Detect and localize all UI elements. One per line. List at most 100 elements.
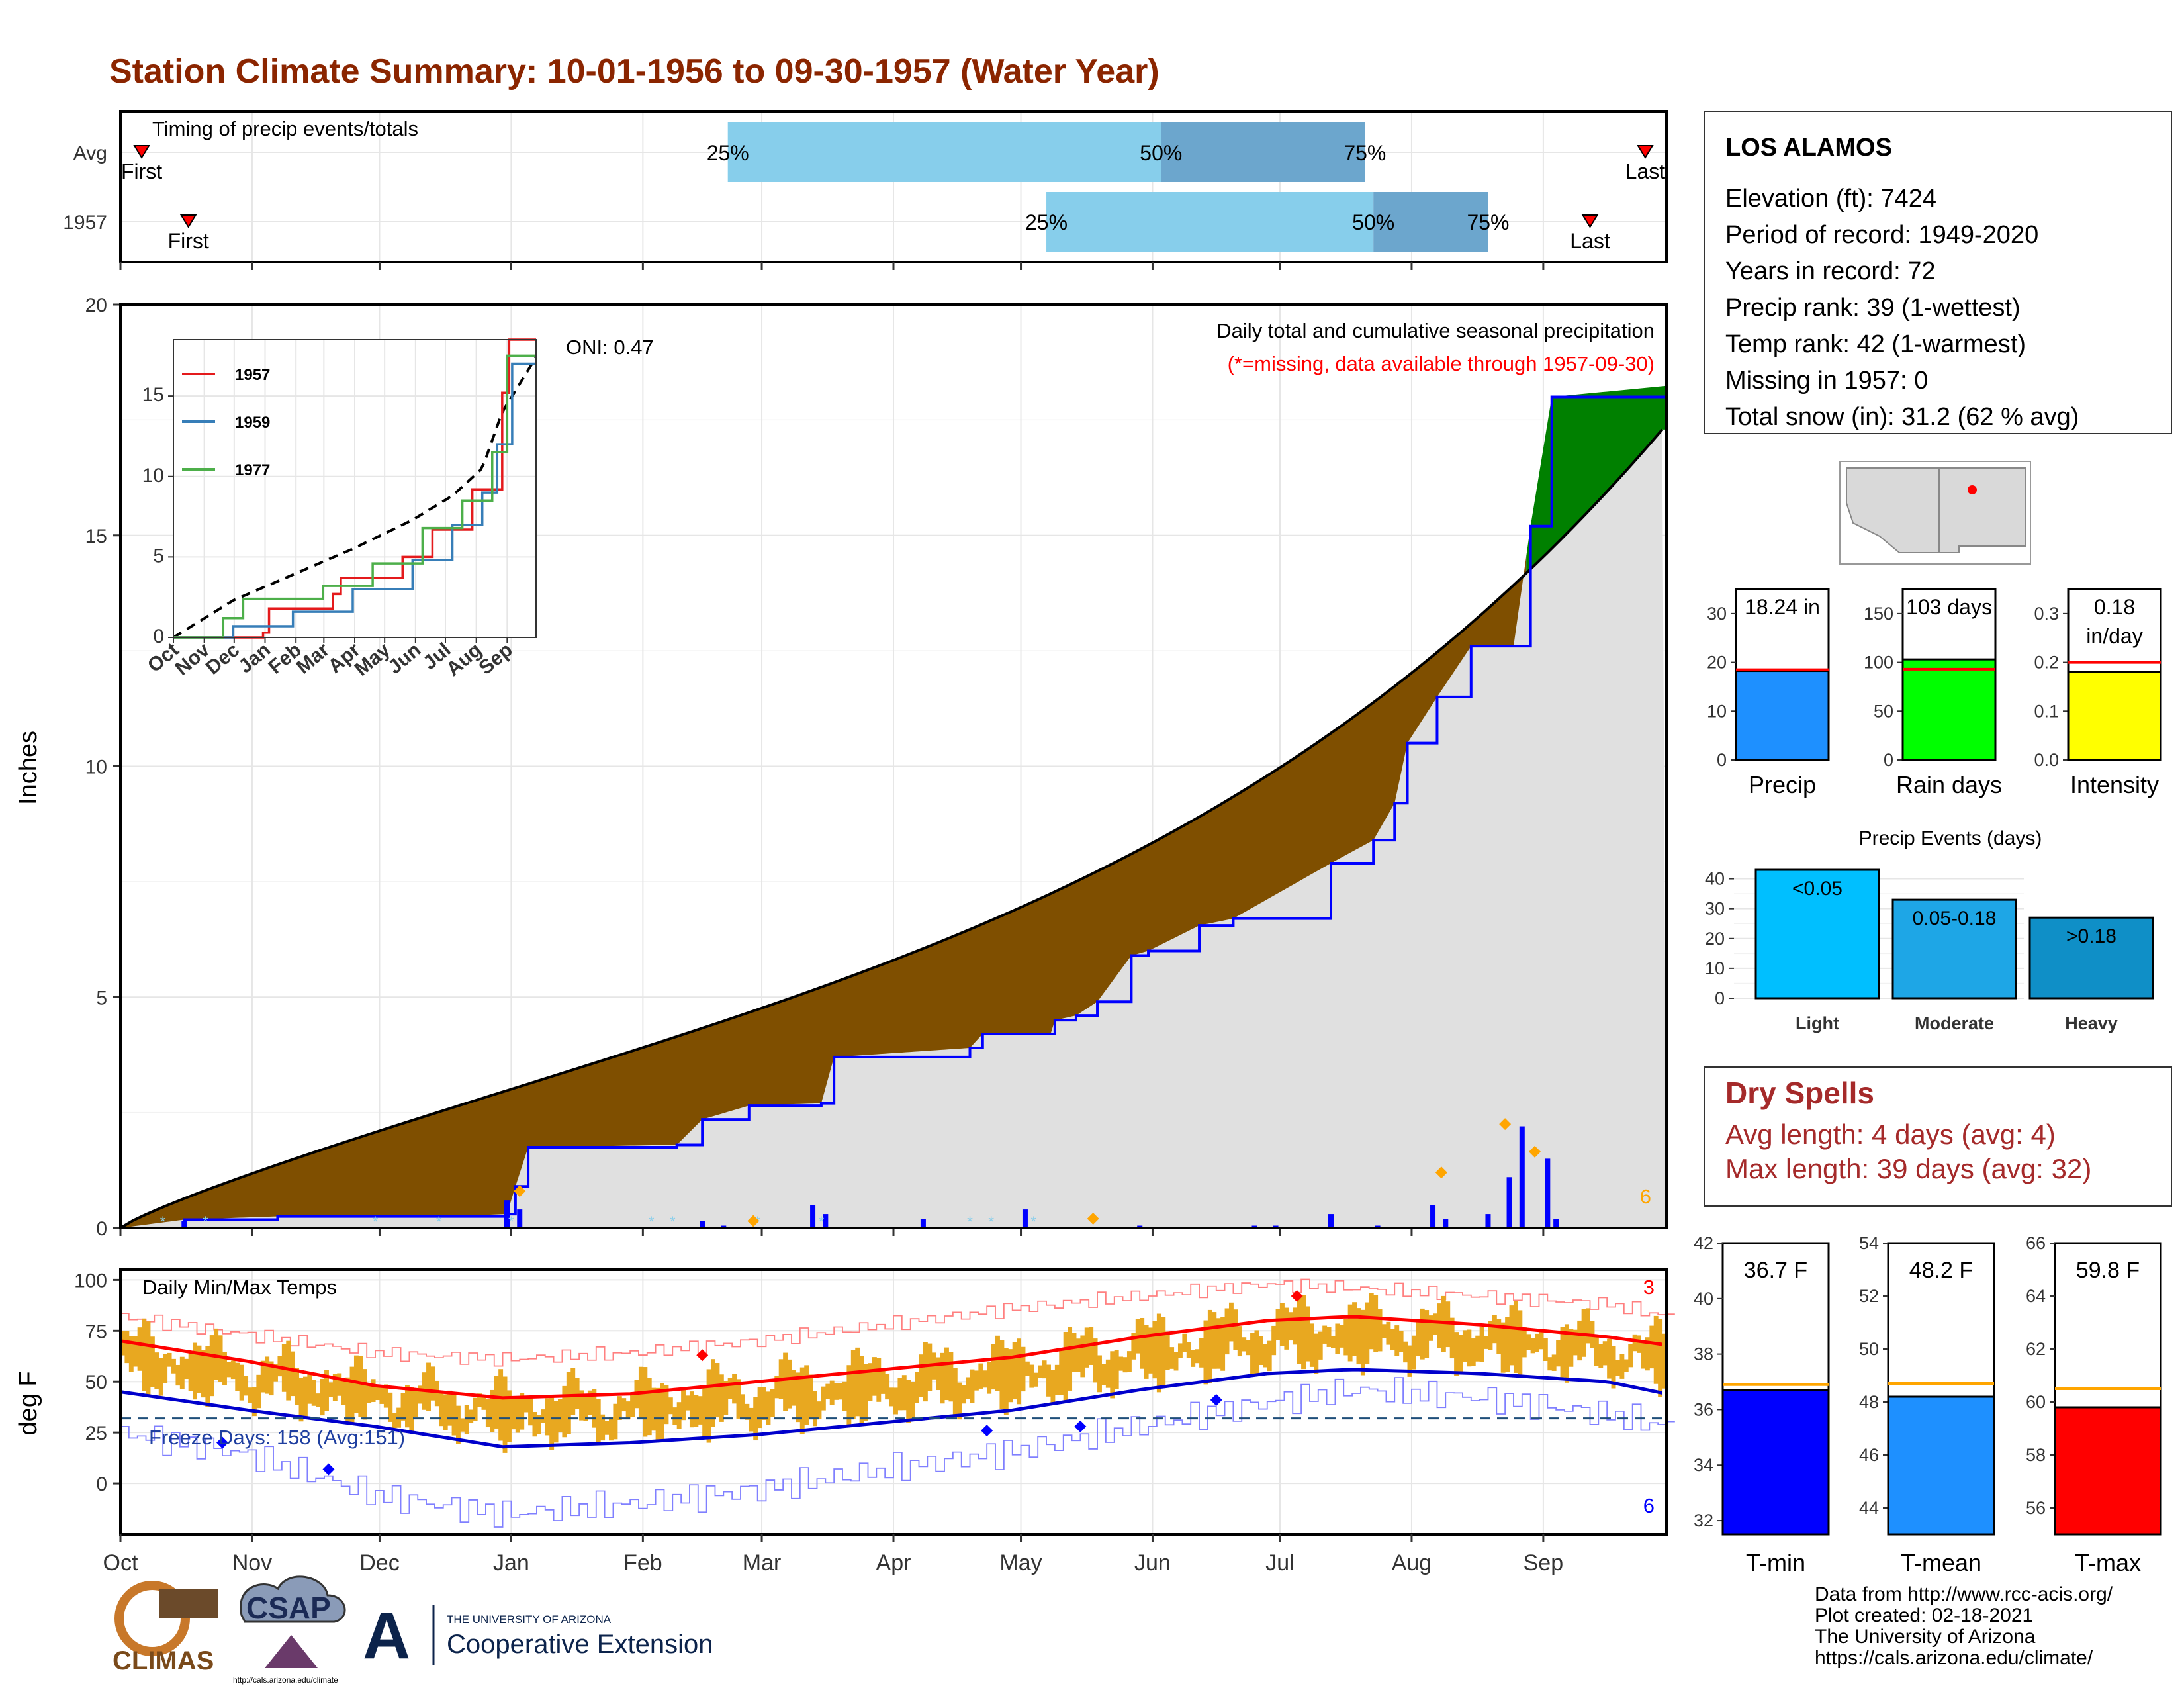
daily-temp-bar (1186, 1342, 1191, 1358)
inset-ytick-label: 5 (153, 545, 164, 567)
timing-q50-label: 50% (1140, 141, 1182, 165)
daily-temp-bar (706, 1369, 711, 1443)
daily-temp-bar (783, 1352, 788, 1411)
daily-temp-bar (1263, 1344, 1268, 1368)
daily-temp-bar (1237, 1326, 1242, 1357)
daily-temp-bar (392, 1413, 397, 1429)
daily-temp-bar (133, 1336, 138, 1367)
daily-temp-bar (1054, 1364, 1060, 1395)
daily-temp-bar (596, 1399, 601, 1445)
daily-temp-bar (1594, 1336, 1599, 1366)
daily-temp-bar (668, 1397, 673, 1415)
station-info-line: Elevation (ft): 7424 (1725, 185, 1936, 212)
snow-marker: * (670, 1213, 676, 1230)
daily-temp-bar (842, 1381, 847, 1411)
daily-temp-bar (1207, 1309, 1212, 1383)
daily-temp-bar (1543, 1338, 1548, 1361)
daily-temp-bar (1526, 1334, 1531, 1350)
temps-ytick-label: 75 (85, 1321, 107, 1342)
daily-temp-bar (1530, 1338, 1535, 1354)
daily-temp-bar (154, 1352, 159, 1389)
daily-temp-bar (974, 1370, 979, 1391)
daily-temp-bar (1220, 1317, 1226, 1371)
record-precip-marker (1435, 1166, 1447, 1179)
daily-temp-bar (1144, 1325, 1149, 1379)
daily-temp-bar (146, 1321, 151, 1397)
daily-temp-bar (562, 1385, 567, 1438)
daily-temp-bar (443, 1394, 448, 1430)
daily-temp-bar (460, 1418, 465, 1432)
daily-temp-bar (647, 1378, 652, 1436)
daily-precip-bar (1506, 1177, 1512, 1228)
csap-url: http://cals.arizona.edu/climate (233, 1675, 338, 1685)
daily-temp-bar (302, 1376, 308, 1417)
daily-temp-bar (799, 1367, 805, 1434)
climas-text: CLIMAS (113, 1646, 214, 1675)
daily-temp-bar (464, 1405, 469, 1434)
daily-temp-bar (982, 1370, 987, 1388)
daily-temp-bar (893, 1387, 898, 1415)
daily-temp-bar (609, 1417, 614, 1441)
daily-temp-bar (1080, 1335, 1085, 1378)
daily-temp-bar (1407, 1345, 1412, 1377)
daily-temp-bar (570, 1368, 576, 1415)
inset-legend-label: 1977 (235, 461, 270, 479)
daily-temp-bar (142, 1318, 147, 1391)
summary-ytick-label: 0.2 (2034, 653, 2059, 673)
timing-q75-label: 75% (1467, 211, 1509, 234)
oni-value: ONI: 0.47 (566, 336, 654, 359)
daily-temp-bar (855, 1347, 860, 1417)
missing-note: (*=missing, data available through 1957-… (1228, 352, 1655, 375)
daily-temp-bar (1428, 1315, 1433, 1341)
record-precip-marker (1499, 1118, 1512, 1131)
temp-bar-ytick-label: 36 (1694, 1399, 1713, 1419)
daily-temp-bar (549, 1397, 555, 1450)
month-tick-label: Nov (232, 1550, 272, 1575)
last-event-marker (1637, 145, 1654, 159)
daily-temp-bar (502, 1376, 508, 1453)
inset-frame (173, 339, 537, 638)
daily-temp-bar (1297, 1297, 1302, 1364)
timing-bar-q25-q50 (727, 122, 1161, 182)
daily-temp-bar (244, 1376, 249, 1396)
events-bar-name: Moderate (1915, 1013, 1994, 1033)
daily-temp-bar (676, 1402, 682, 1429)
daily-temp-bar (991, 1344, 996, 1390)
precip-ytick-label: 0 (96, 1218, 107, 1240)
ua-logo: A THE UNIVERSITY OF ARIZONA Cooperative … (363, 1599, 713, 1673)
daily-temp-bar (248, 1387, 253, 1403)
freeze-days: Freeze Days: 158 (Avg:151) (149, 1426, 405, 1449)
daily-temp-bar (536, 1415, 541, 1435)
daily-temp-bar (923, 1342, 928, 1402)
daily-temp-bar (1449, 1317, 1455, 1359)
daily-temp-bar (745, 1403, 750, 1420)
daily-temp-bar (1212, 1312, 1217, 1369)
daily-temp-bar (1377, 1309, 1383, 1352)
timing-row-1957-label: 1957 (63, 212, 107, 234)
daily-temp-bar (1118, 1356, 1124, 1371)
summary-ytick-label: 0 (1884, 750, 1893, 770)
daily-temp-bar (1598, 1344, 1604, 1368)
daily-temp-bar (332, 1374, 338, 1401)
daily-temp-bar (566, 1372, 571, 1434)
daily-temp-bar (1012, 1342, 1017, 1400)
daily-temp-bar (834, 1383, 839, 1400)
daily-temp-bar (630, 1395, 635, 1417)
daily-temp-bar (957, 1382, 962, 1420)
timing-row-avg-label: Avg (73, 142, 107, 164)
daily-temp-bar (910, 1382, 915, 1421)
last-event-label: Last (1570, 229, 1610, 253)
summary-ytick-label: 0.3 (2034, 604, 2059, 624)
daily-temp-bar (455, 1405, 461, 1444)
daily-temp-bar (230, 1360, 236, 1380)
temp-bar-ytick-label: 50 (1859, 1339, 1879, 1359)
snow-marker: * (508, 1213, 514, 1230)
daily-temp-bar (1347, 1304, 1353, 1362)
snow-marker: * (967, 1213, 973, 1230)
daily-temp-bar (698, 1396, 703, 1425)
min-record-count: 6 (1643, 1494, 1655, 1517)
daily-temp-bar (915, 1372, 920, 1403)
month-tick-label: May (999, 1550, 1042, 1575)
events-ytick-label: 0 (1715, 988, 1725, 1008)
inset-ytick-label: 10 (142, 465, 164, 487)
